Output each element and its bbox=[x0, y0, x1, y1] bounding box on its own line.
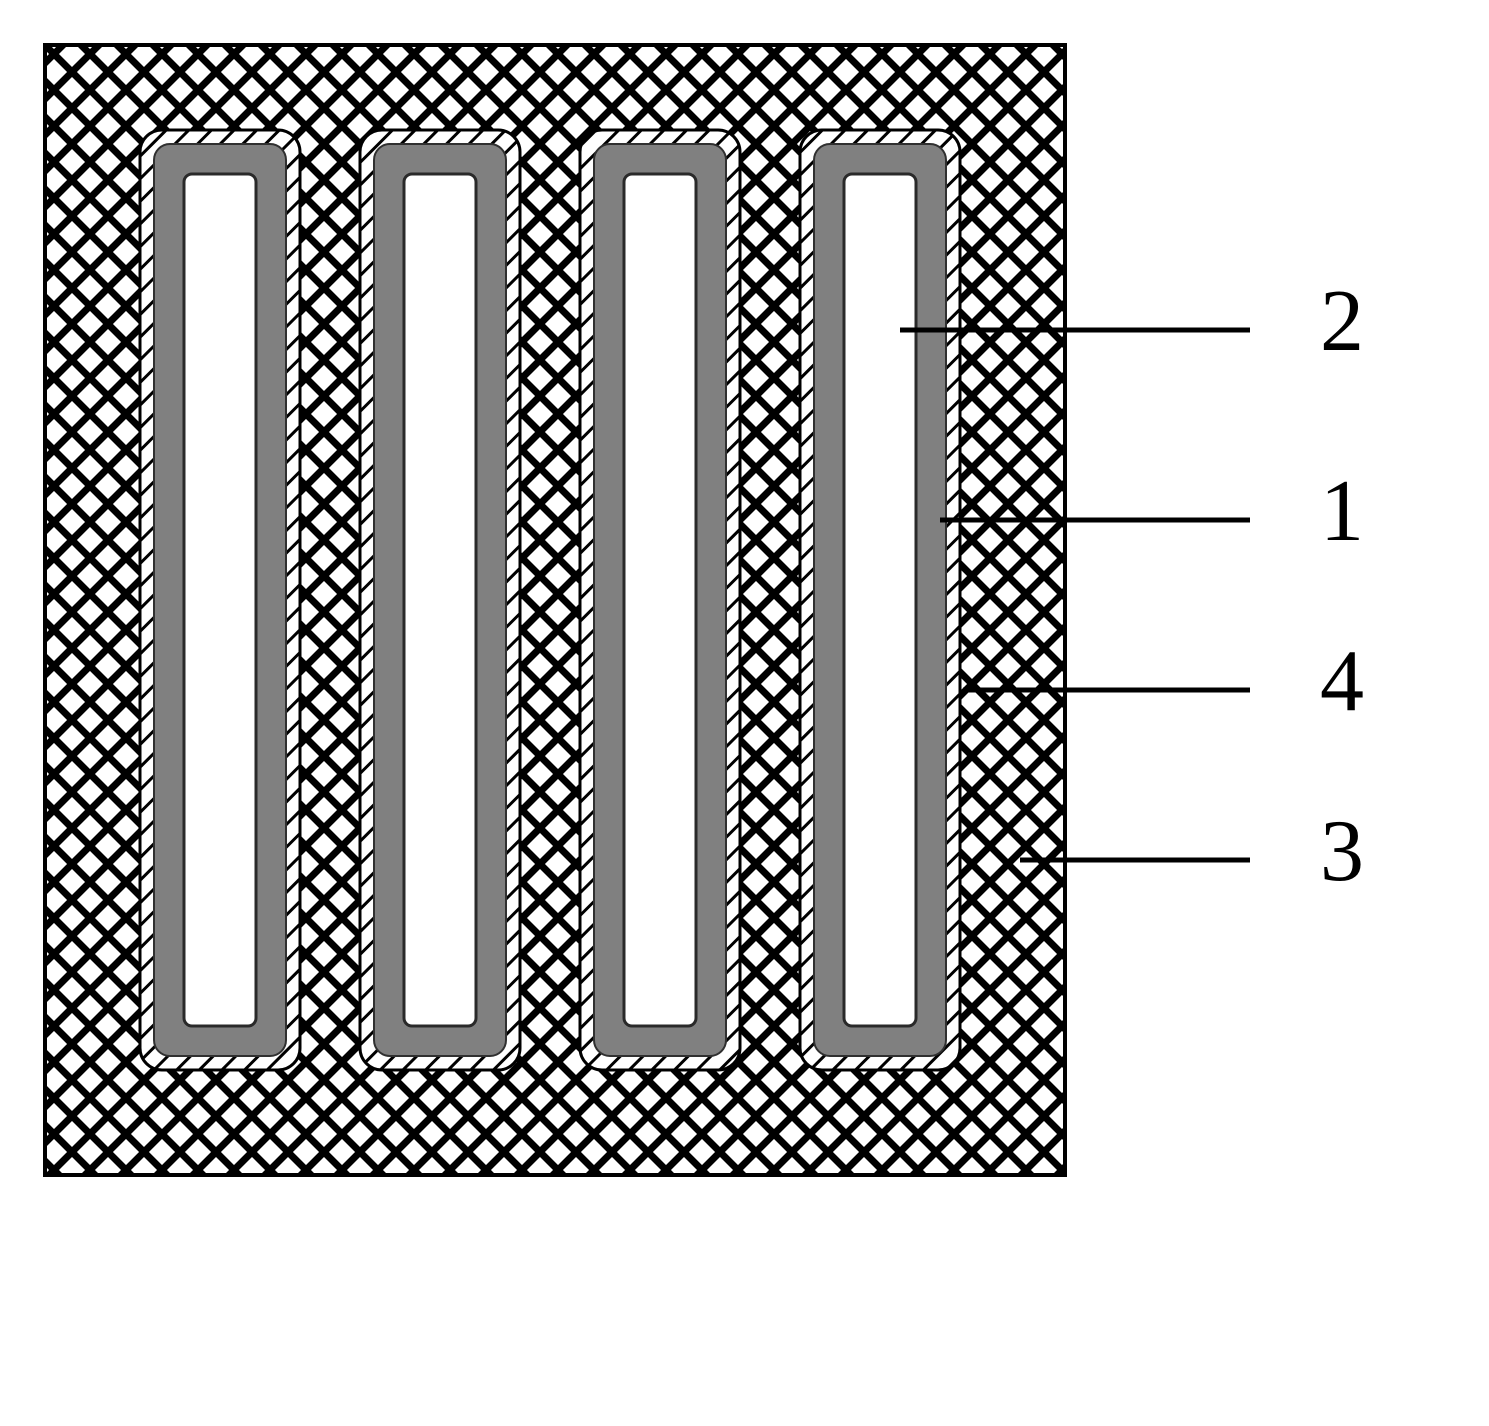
slot-inner-core bbox=[404, 174, 476, 1026]
slot-inner-core bbox=[844, 174, 916, 1026]
slot-4 bbox=[800, 130, 960, 1070]
leader-4-label: 4 bbox=[1320, 633, 1364, 730]
slot-3 bbox=[580, 130, 740, 1070]
leader-2-label: 2 bbox=[1320, 273, 1364, 370]
leader-1-label: 1 bbox=[1320, 463, 1364, 560]
slot-2 bbox=[360, 130, 520, 1070]
diagram-canvas: 2 1 4 3 bbox=[0, 0, 1489, 1426]
slot-inner-core bbox=[184, 174, 256, 1026]
leader-3-label: 3 bbox=[1320, 803, 1364, 900]
slot-inner-core bbox=[624, 174, 696, 1026]
slot-1 bbox=[140, 130, 300, 1070]
